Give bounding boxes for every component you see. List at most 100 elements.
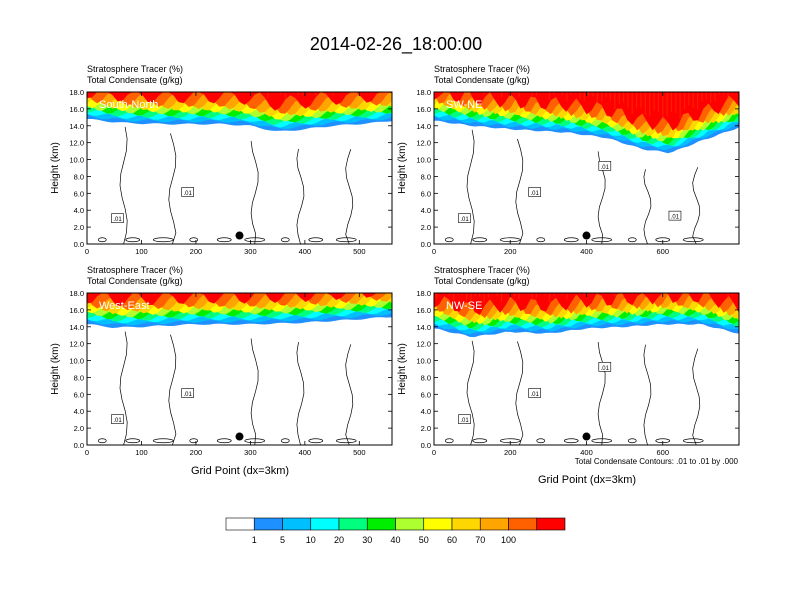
colorbar-label: 70 — [475, 535, 485, 545]
y-tick-label: 18.0 — [69, 289, 84, 298]
x-axis-label-left: Grid Point (dx=3km) — [191, 465, 289, 477]
colorbar-swatch — [508, 517, 538, 531]
y-axis-label: Height (km) — [397, 142, 408, 194]
condensate-contours — [444, 129, 704, 244]
figure-title: 2014-02-26_18:00:00 — [310, 34, 482, 55]
condensate-contour — [345, 344, 354, 445]
plot-frame — [86, 91, 393, 245]
y-tick-label: 6.0 — [74, 189, 84, 198]
condensate-contour — [444, 438, 454, 444]
y-tick-label: 12.0 — [416, 139, 431, 148]
condensate-contour — [189, 237, 199, 243]
contour-label: .01 — [113, 217, 122, 223]
condensate-contour — [308, 438, 324, 444]
location-marker — [235, 231, 244, 240]
condensate-contour — [125, 438, 141, 444]
condensate-contour — [97, 237, 107, 243]
condensate-contour — [125, 237, 141, 243]
contour-label-box — [111, 213, 124, 223]
y-tick-label: 12.0 — [416, 340, 431, 349]
x-tick-label: 500 — [353, 448, 366, 457]
tracer-field — [434, 92, 739, 244]
panel-name: SW-NE — [446, 99, 482, 111]
y-tick-label: 6.0 — [421, 189, 431, 198]
contour-label: .01 — [530, 191, 539, 197]
panel-header-condensate: Total Condensate (g/kg) — [87, 276, 183, 286]
x-tick-label: 0 — [432, 247, 436, 256]
y-tick-label: 10.0 — [416, 357, 431, 366]
y-tick-label: 2.0 — [421, 424, 431, 433]
panel-header-condensate: Total Condensate (g/kg) — [434, 276, 530, 286]
contour-label: .01 — [113, 418, 122, 424]
tracer-band-10 — [87, 92, 392, 114]
colorbar-label: 100 — [501, 535, 516, 545]
condensate-contours — [97, 331, 357, 445]
condensate-contour — [597, 342, 606, 445]
tracer-band-11 — [87, 293, 392, 307]
colorbar-label: 5 — [280, 535, 285, 545]
condensate-contour — [627, 237, 637, 243]
colorbar-label: 60 — [447, 535, 457, 545]
contour-label-box — [111, 414, 124, 424]
y-tick-label: 16.0 — [416, 105, 431, 114]
panel-header-condensate: Total Condensate (g/kg) — [434, 75, 530, 85]
x-tick-label: 200 — [190, 247, 203, 256]
panel-header-tracer: Stratosphere Tracer (%) — [434, 64, 530, 74]
y-tick-label: 10.0 — [416, 156, 431, 165]
y-tick-label: 2.0 — [74, 424, 84, 433]
y-tick-label: 10.0 — [69, 156, 84, 165]
y-tick-label: 4.0 — [74, 407, 84, 416]
condensate-contour — [216, 438, 232, 444]
contour-label: .01 — [601, 165, 610, 171]
y-tick-label: 0.0 — [74, 441, 84, 450]
condensate-contour — [591, 438, 613, 444]
condensate-contour — [536, 438, 546, 444]
panel-header-tracer: Stratosphere Tracer (%) — [87, 265, 183, 275]
contour-label-box — [598, 362, 612, 372]
location-marker — [235, 432, 244, 441]
colorbar-swatch — [479, 517, 509, 531]
tracer-band-11 — [434, 293, 739, 315]
condensate-contour — [444, 237, 454, 243]
y-tick-label: 16.0 — [69, 105, 84, 114]
condensate-contour — [536, 237, 546, 243]
y-tick-label: 18.0 — [69, 88, 84, 97]
x-axis-label-right: Grid Point (dx=3km) — [538, 474, 636, 486]
contour-label-box — [181, 187, 194, 197]
x-tick-label: 0 — [432, 448, 436, 457]
condensate-contour — [466, 340, 475, 445]
tracer-field — [434, 293, 739, 445]
x-tick-label: 400 — [299, 247, 312, 256]
condensate-contours — [97, 126, 357, 244]
tracer-band-10 — [87, 293, 392, 311]
y-tick-label: 10.0 — [69, 357, 84, 366]
contour-label-box — [458, 213, 471, 223]
y-tick-label: 16.0 — [416, 306, 431, 315]
y-tick-label: 6.0 — [421, 390, 431, 399]
y-tick-label: 14.0 — [416, 122, 431, 131]
contour-label: .01 — [530, 392, 539, 398]
condensate-contour — [296, 342, 305, 445]
colorbar-swatch — [253, 517, 283, 531]
y-tick-label: 2.0 — [74, 223, 84, 232]
condensate-contour — [280, 438, 290, 444]
panel-west-east: .01 .01 West-East Stratosphere Tracer (%)To… — [50, 265, 393, 457]
condensate-contour — [643, 344, 652, 445]
colorbar-swatch — [451, 517, 481, 531]
colorbar-swatch — [366, 517, 396, 531]
condensate-contour — [515, 341, 524, 445]
plot-frame — [86, 292, 393, 446]
colorbar-swatch — [282, 517, 312, 531]
colorbar-label: 1 — [252, 535, 257, 545]
x-tick-label: 400 — [299, 448, 312, 457]
contour-label-box — [181, 388, 194, 398]
x-tick-label: 400 — [580, 247, 593, 256]
y-axis-label: Height (km) — [50, 142, 61, 194]
contour-label: .01 — [601, 366, 610, 372]
condensate-contour — [308, 237, 324, 243]
x-tick-label: 200 — [504, 247, 517, 256]
condensate-contour — [682, 438, 704, 444]
condensate-contour — [692, 348, 701, 445]
y-tick-label: 0.0 — [421, 441, 431, 450]
condensate-contour — [643, 169, 652, 244]
